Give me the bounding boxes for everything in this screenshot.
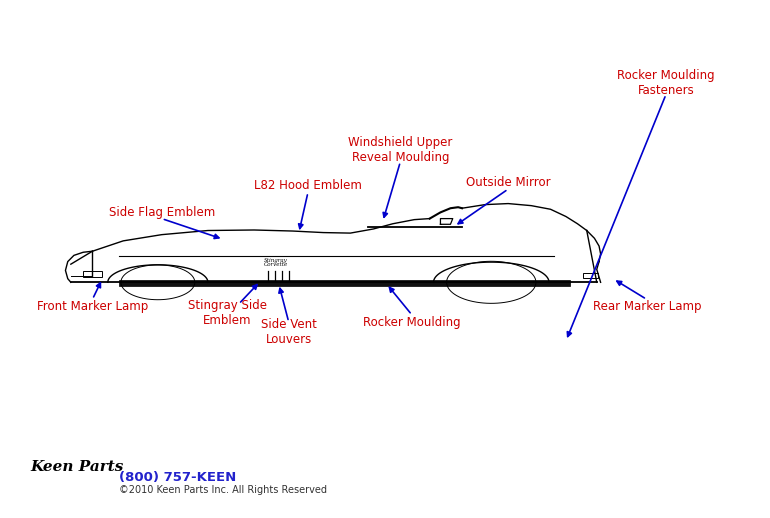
Text: Outside Mirror: Outside Mirror xyxy=(466,176,551,189)
Text: ©2010 Keen Parts Inc. All Rights Reserved: ©2010 Keen Parts Inc. All Rights Reserve… xyxy=(119,485,327,495)
FancyBboxPatch shape xyxy=(83,271,102,277)
Text: Rear Marker Lamp: Rear Marker Lamp xyxy=(593,300,701,313)
Text: Side Vent
Louvers: Side Vent Louvers xyxy=(261,318,316,346)
FancyBboxPatch shape xyxy=(119,280,570,286)
Text: Side Flag Emblem: Side Flag Emblem xyxy=(109,206,215,219)
Text: Stingray Side
Emblem: Stingray Side Emblem xyxy=(188,299,266,327)
Text: Corvette: Corvette xyxy=(263,262,288,267)
Text: Front Marker Lamp: Front Marker Lamp xyxy=(37,300,148,313)
Text: Rocker Moulding: Rocker Moulding xyxy=(363,315,460,329)
Text: (800) 757-KEEN: (800) 757-KEEN xyxy=(119,471,236,484)
Text: Keen Parts: Keen Parts xyxy=(31,461,124,474)
Text: L82 Hood Emblem: L82 Hood Emblem xyxy=(254,179,362,192)
Text: Stingray: Stingray xyxy=(264,257,287,263)
Text: Windshield Upper
Reveal Moulding: Windshield Upper Reveal Moulding xyxy=(348,136,453,164)
Text: Rocker Moulding
Fasteners: Rocker Moulding Fasteners xyxy=(618,69,715,97)
FancyBboxPatch shape xyxy=(583,273,598,278)
